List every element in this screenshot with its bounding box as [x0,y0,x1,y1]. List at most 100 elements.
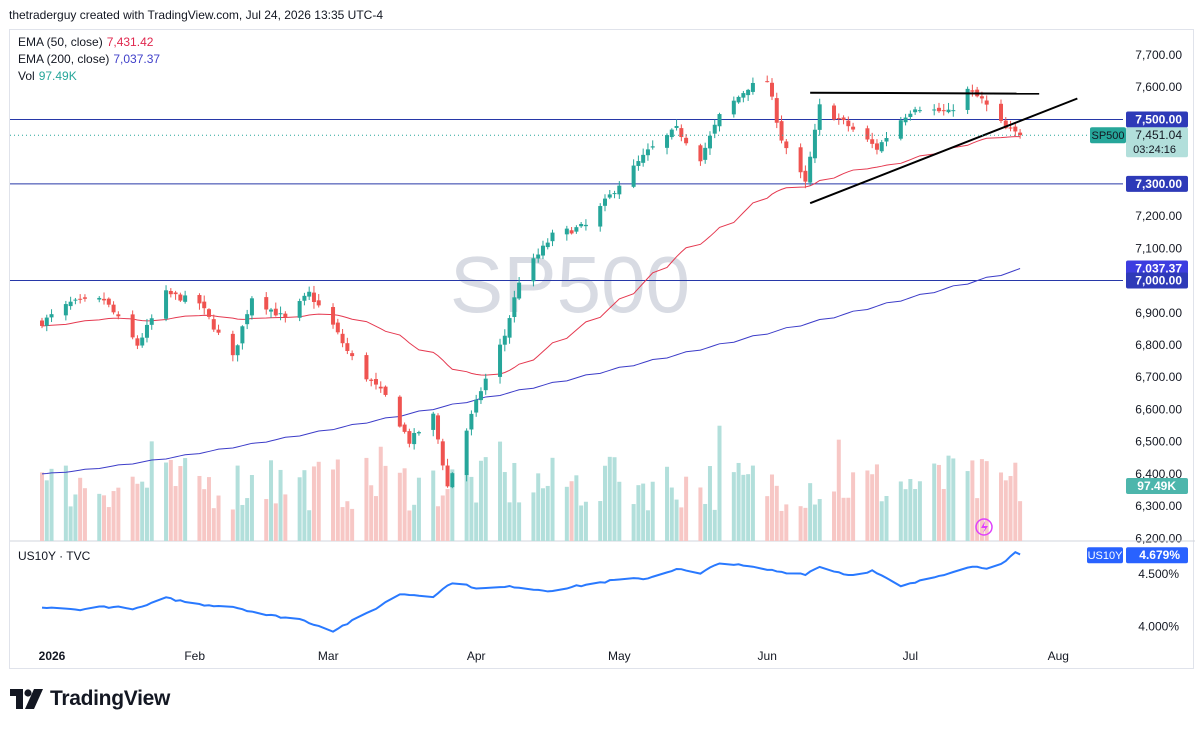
time-axis-tick: Apr [467,649,486,663]
volume-bar [402,468,407,541]
candle-body [932,109,937,111]
candle-body [40,320,44,326]
candle-body [803,170,808,182]
price-axis-tick: 7,600.00 [1135,80,1182,94]
legend-ema200-label: EMA (200, close) [18,52,110,66]
volume-bar [803,507,808,541]
legend-volume[interactable]: Vol 97.49K [18,68,77,85]
volume-bar [579,505,584,541]
candle-body [44,317,49,326]
candle-body [130,314,135,338]
volume-bar [512,462,517,541]
volume-bar [440,495,445,541]
candle-body [1018,132,1023,136]
volume-bar [345,501,350,541]
candle-body [316,300,321,306]
candle-body [78,298,83,300]
price-level-tag-bg [1126,175,1188,192]
price-level-tag: 7,300.00 [1135,177,1182,191]
volume-bar [636,485,641,541]
candle-body [669,129,674,138]
price-axis-tick: 6,900.00 [1135,306,1182,320]
volume-bar [316,461,321,541]
volume-bar [350,508,355,541]
volume-bar [168,459,173,541]
pane2-legend[interactable]: US10Y · TVC [18,548,90,565]
volume-bar [82,488,87,541]
candle-body [903,117,908,123]
volume-bar [712,509,717,541]
candle-body [913,109,918,113]
volume-bar [1018,501,1023,541]
legend-ema200[interactable]: EMA (200, close) 7,037.37 [18,51,160,68]
volume-bar [784,504,789,541]
tradingview-logo[interactable]: TradingView [10,686,170,712]
candle-body [731,100,736,115]
volume-bar [369,485,374,541]
volume-bar [808,483,813,541]
price-axis-tick: 6,200.00 [1135,531,1182,545]
volume-bar [574,475,579,541]
time-axis-tick: 2026 [39,649,66,663]
volume-bar [245,498,250,541]
chart-canvas[interactable]: SP5007,700.007,600.007,500.007,400.007,3… [10,30,1195,670]
time-axis-tick: May [608,649,631,663]
legend-ema200-value: 7,037.37 [113,52,161,66]
volume-bar [698,487,703,541]
volume-bar [436,506,441,541]
candle-body [507,318,512,338]
volume-badge: 97.49K [1137,479,1176,493]
volume-bar [197,475,202,541]
candle-body [564,228,569,235]
candle-body [412,432,417,445]
ema200-line [41,268,1021,475]
candle-body [235,345,240,356]
candle-body [979,96,984,99]
volume-bar [569,481,574,541]
candle-body [636,161,641,166]
volume-bar [870,474,875,541]
bar-countdown: 03:24:16 [1133,144,1176,156]
candle-body [765,81,770,83]
candle-body [302,295,307,301]
candle-body [540,245,545,256]
volume-bar [798,506,803,541]
candle-body [750,82,755,92]
candle-body [579,223,584,227]
volume-bar [603,465,607,541]
volume-bar [979,459,984,541]
volume-bar [836,439,841,541]
candle-body [307,291,312,297]
volume-bar [297,477,302,541]
candle-body [898,120,903,139]
candle-body [211,319,216,330]
price-axis-tick: 6,500.00 [1135,435,1182,449]
volume-bar [612,457,617,541]
volume-bar [283,494,288,541]
symbol-watermark: SP500 [450,240,690,329]
volume-bar [550,457,555,541]
price-level-tag: 7,037.37 [1135,261,1182,275]
candle-body [908,113,913,117]
candle-body [178,294,183,301]
chart-frame[interactable]: SP5007,700.007,600.007,500.007,400.007,3… [9,29,1195,670]
candle-body [135,338,140,346]
volume-bar [645,510,650,541]
volume-bar [917,481,922,541]
legend-ema50[interactable]: EMA (50, close) 7,431.42 [18,34,153,51]
candle-body [106,298,111,305]
volume-bar [507,502,512,541]
candle-body [846,120,851,127]
volume-bar [731,472,736,541]
candle-body [164,290,169,319]
volume-bar [898,481,903,541]
candle-body [102,298,107,301]
volume-bar [932,463,937,541]
volume-bar [884,496,889,541]
candle-body [1003,120,1008,129]
volume-bar [741,474,746,541]
volume-bar [707,466,712,541]
candle-body [574,227,579,232]
volume-bar [130,476,135,541]
volume-bar [903,489,908,541]
